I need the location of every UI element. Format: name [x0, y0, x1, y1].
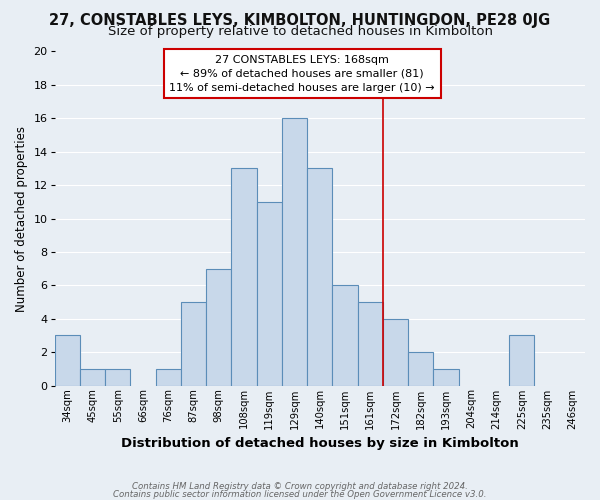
Bar — [509, 336, 535, 386]
X-axis label: Distribution of detached houses by size in Kimbolton: Distribution of detached houses by size … — [121, 437, 518, 450]
Bar — [358, 302, 383, 386]
Y-axis label: Number of detached properties: Number of detached properties — [15, 126, 28, 312]
Bar — [433, 369, 459, 386]
Bar — [257, 202, 282, 386]
Bar — [80, 369, 105, 386]
Bar — [307, 168, 332, 386]
Text: Size of property relative to detached houses in Kimbolton: Size of property relative to detached ho… — [107, 25, 493, 38]
Bar — [155, 369, 181, 386]
Bar — [408, 352, 433, 386]
Text: 27 CONSTABLES LEYS: 168sqm
← 89% of detached houses are smaller (81)
11% of semi: 27 CONSTABLES LEYS: 168sqm ← 89% of deta… — [169, 55, 435, 93]
Bar — [105, 369, 130, 386]
Bar — [181, 302, 206, 386]
Text: Contains HM Land Registry data © Crown copyright and database right 2024.: Contains HM Land Registry data © Crown c… — [132, 482, 468, 491]
Text: 27, CONSTABLES LEYS, KIMBOLTON, HUNTINGDON, PE28 0JG: 27, CONSTABLES LEYS, KIMBOLTON, HUNTINGD… — [49, 12, 551, 28]
Bar — [332, 286, 358, 386]
Bar — [383, 318, 408, 386]
Text: Contains public sector information licensed under the Open Government Licence v3: Contains public sector information licen… — [113, 490, 487, 499]
Bar — [232, 168, 257, 386]
Bar — [282, 118, 307, 386]
Bar — [206, 268, 232, 386]
Bar — [55, 336, 80, 386]
